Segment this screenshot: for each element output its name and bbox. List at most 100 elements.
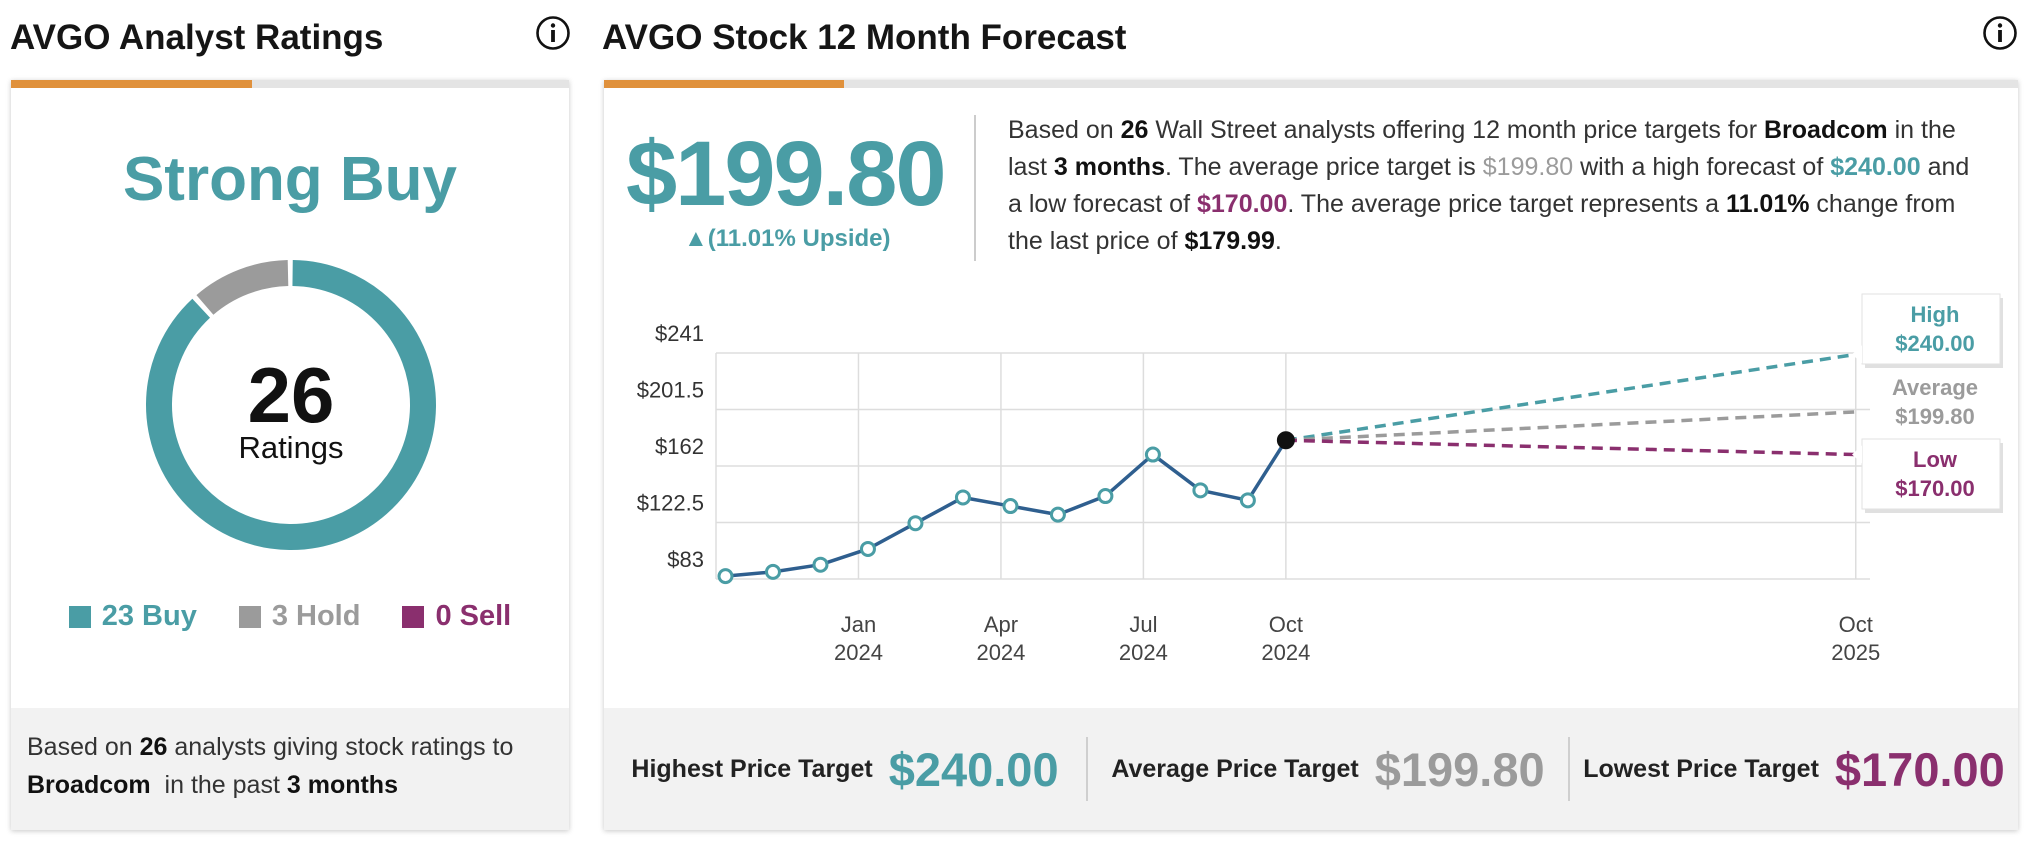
current-price-point[interactable] [1276,431,1295,450]
price-point[interactable] [1192,482,1209,499]
forecast-line-low [1285,438,1856,457]
ratings-footer: Based on 26 analysts giving stock rating… [11,708,569,830]
x-tick-year: 2025 [1831,640,1880,665]
callout-box [1861,438,2001,510]
footer-period-prefix: in the past [164,771,280,799]
x-tick-month: Oct [1839,612,1873,637]
forecast-description: Based on 26 Wall Street analysts offerin… [1008,112,1988,260]
callout-pointer [1852,445,1862,464]
price-point[interactable] [1097,488,1114,505]
forecast-callout-high[interactable]: High $240.00 [1852,293,2003,368]
y-tick-label: $201.5 [637,378,704,403]
forecast-card: $199.80 ▲(11.01% Upside) Based on 26 Wal… [604,80,2018,830]
average-target-value: $199.80 [1374,742,1545,796]
ratings-card: Strong Buy 26 Ratings 23 Buy 3 Hold 0 Se… [11,80,569,830]
price-point[interactable] [717,568,734,585]
price-targets-bar: Highest Price Target $240.00 Average Pri… [604,708,2018,830]
donut-total-label: Ratings [238,430,343,465]
average-price-target: $199.80 [626,123,947,225]
price-point[interactable] [1002,498,1019,515]
legend-sell-swatch [402,605,425,628]
x-tick-month: Oct [1269,612,1303,637]
donut-segment-buy [146,260,436,550]
callout-value: $240.00 [1895,331,1975,356]
ratings-card-topbar [11,80,569,88]
ratings-info-icon[interactable] [534,14,572,52]
ratings-donut: 26 Ratings [146,260,436,550]
desc-period: 3 months [1053,153,1165,181]
forecast-info-icon[interactable] [1981,14,2019,52]
desc-text: . The average price target is [1164,153,1476,181]
callout-label: High [1911,302,1960,327]
y-tick-label: $83 [667,547,704,572]
targets-divider [1568,737,1570,801]
price-point[interactable] [812,556,829,573]
x-tick-year: 2024 [834,640,883,665]
price-point[interactable] [764,563,781,580]
desc-text: in the last [1008,116,1956,181]
callout-box [1861,293,2001,365]
highest-target: Highest Price Target $240.00 [604,708,1086,830]
y-tick-label: $122.5 [637,491,704,516]
highest-target-value: $240.00 [888,742,1059,796]
average-target-label: Average Price Target [1111,754,1359,783]
footer-middle: analysts giving stock ratings to [174,733,514,761]
legend-hold-swatch [238,605,261,628]
callout-value: $170.00 [1895,476,1975,501]
legend-sell-label: 0 Sell [435,600,512,632]
y-tick-label: $162 [655,434,704,459]
targets-divider [1086,737,1088,801]
price-point[interactable] [954,489,971,506]
footer-company[interactable]: Broadcom [27,771,151,799]
legend-sell: 0 Sell [402,600,511,633]
forecast-line-high [1285,352,1857,442]
consensus-rating: Strong Buy [122,145,458,214]
forecast-callout-average[interactable]: Average $199.80 [1892,375,1978,429]
desc-text: Wall Street analysts offering 12 month p… [1155,116,1758,144]
desc-text: and a low forecast of [1008,153,1970,218]
x-tick-month: Jul [1129,612,1157,637]
desc-low: $170.00 [1196,190,1288,218]
price-point[interactable] [859,540,876,557]
price-point[interactable] [1144,446,1161,463]
legend-buy-swatch [68,605,91,628]
forecast-card-accent [604,80,844,88]
desc-text: with a high forecast of [1580,153,1824,181]
price-point[interactable] [1049,506,1066,523]
callout-label: Average [1892,375,1978,400]
desc-company[interactable]: Broadcom [1764,116,1888,144]
donut-total: 26 [248,351,335,439]
desc-average: $199.80 [1482,153,1574,181]
desc-text: . [1274,227,1282,255]
x-tick-year: 2024 [1119,640,1168,665]
x-tick-year: 2024 [976,640,1025,665]
donut-segments [146,260,436,550]
y-tick-label: $241 [655,321,704,346]
desc-high: $240.00 [1830,153,1921,181]
footer-prefix: Based on [27,733,133,761]
desc-text: Based on [1008,116,1114,144]
lowest-target-value: $170.00 [1834,742,2005,796]
legend-buy-label: 23 Buy [101,600,197,632]
x-tick-year: 2024 [1261,640,1310,665]
ratings-title: AVGO Analyst Ratings [10,18,384,57]
price-point[interactable] [1239,492,1256,509]
forecast-line-average [1285,410,1856,443]
desc-analyst-count: 26 [1120,116,1149,144]
callout-value: $199.80 [1895,404,1975,429]
header-divider [974,115,976,261]
legend-buy: 23 Buy [68,600,197,633]
upside-percent: ▲(11.01% Upside) [684,225,891,252]
forecast-title: AVGO Stock 12 Month Forecast [602,18,1127,57]
legend-hold-label: 3 Hold [271,600,361,632]
callout-label: Low [1913,447,1958,472]
callout-pointer [1852,345,1862,364]
forecast-callout-low[interactable]: Low $170.00 [1852,438,2003,513]
price-point[interactable] [907,515,924,532]
highest-target-label: Highest Price Target [631,754,873,783]
ratings-legend: 23 Buy 3 Hold 0 Sell [11,600,569,633]
forecast-chart: $241 $201.5 $162 $122.5 $83 Jan 2024 Apr 2024 Jul… [637,293,2003,665]
x-tick-month: Apr [984,612,1018,637]
forecast-card-topbar [604,80,2018,88]
legend-hold: 3 Hold [238,600,361,633]
